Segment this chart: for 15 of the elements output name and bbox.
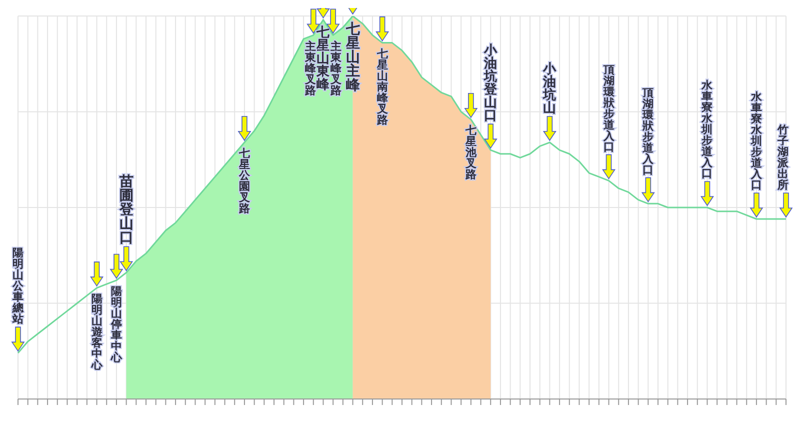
annotation: 小油坑登山口 bbox=[483, 43, 498, 124]
annotation: 苗圃登山口 bbox=[118, 174, 134, 246]
annotation: 主東峰叉路 bbox=[304, 40, 317, 97]
annotation: 陽明山停車中心 bbox=[110, 284, 123, 364]
annotation: 頂湖環狀步道入口 bbox=[642, 86, 655, 176]
annotation: 小油坑山 bbox=[542, 62, 558, 116]
annotation: 竹子湖派出所 bbox=[776, 124, 790, 192]
annotation: 陽明山遊客中心 bbox=[90, 292, 104, 372]
text: 水車寮水圳步道入口 bbox=[702, 79, 713, 180]
annotation: 頂湖環狀步道入口 bbox=[602, 63, 616, 154]
annotation: 陽明山公車總站 bbox=[12, 246, 24, 326]
text: 水車寮水圳步道入口 bbox=[750, 90, 762, 192]
annotation: 七星山主峰 bbox=[344, 21, 361, 94]
annotation: 七星山東峰 bbox=[316, 25, 331, 92]
annotation: 主東峰叉路 bbox=[330, 40, 343, 97]
